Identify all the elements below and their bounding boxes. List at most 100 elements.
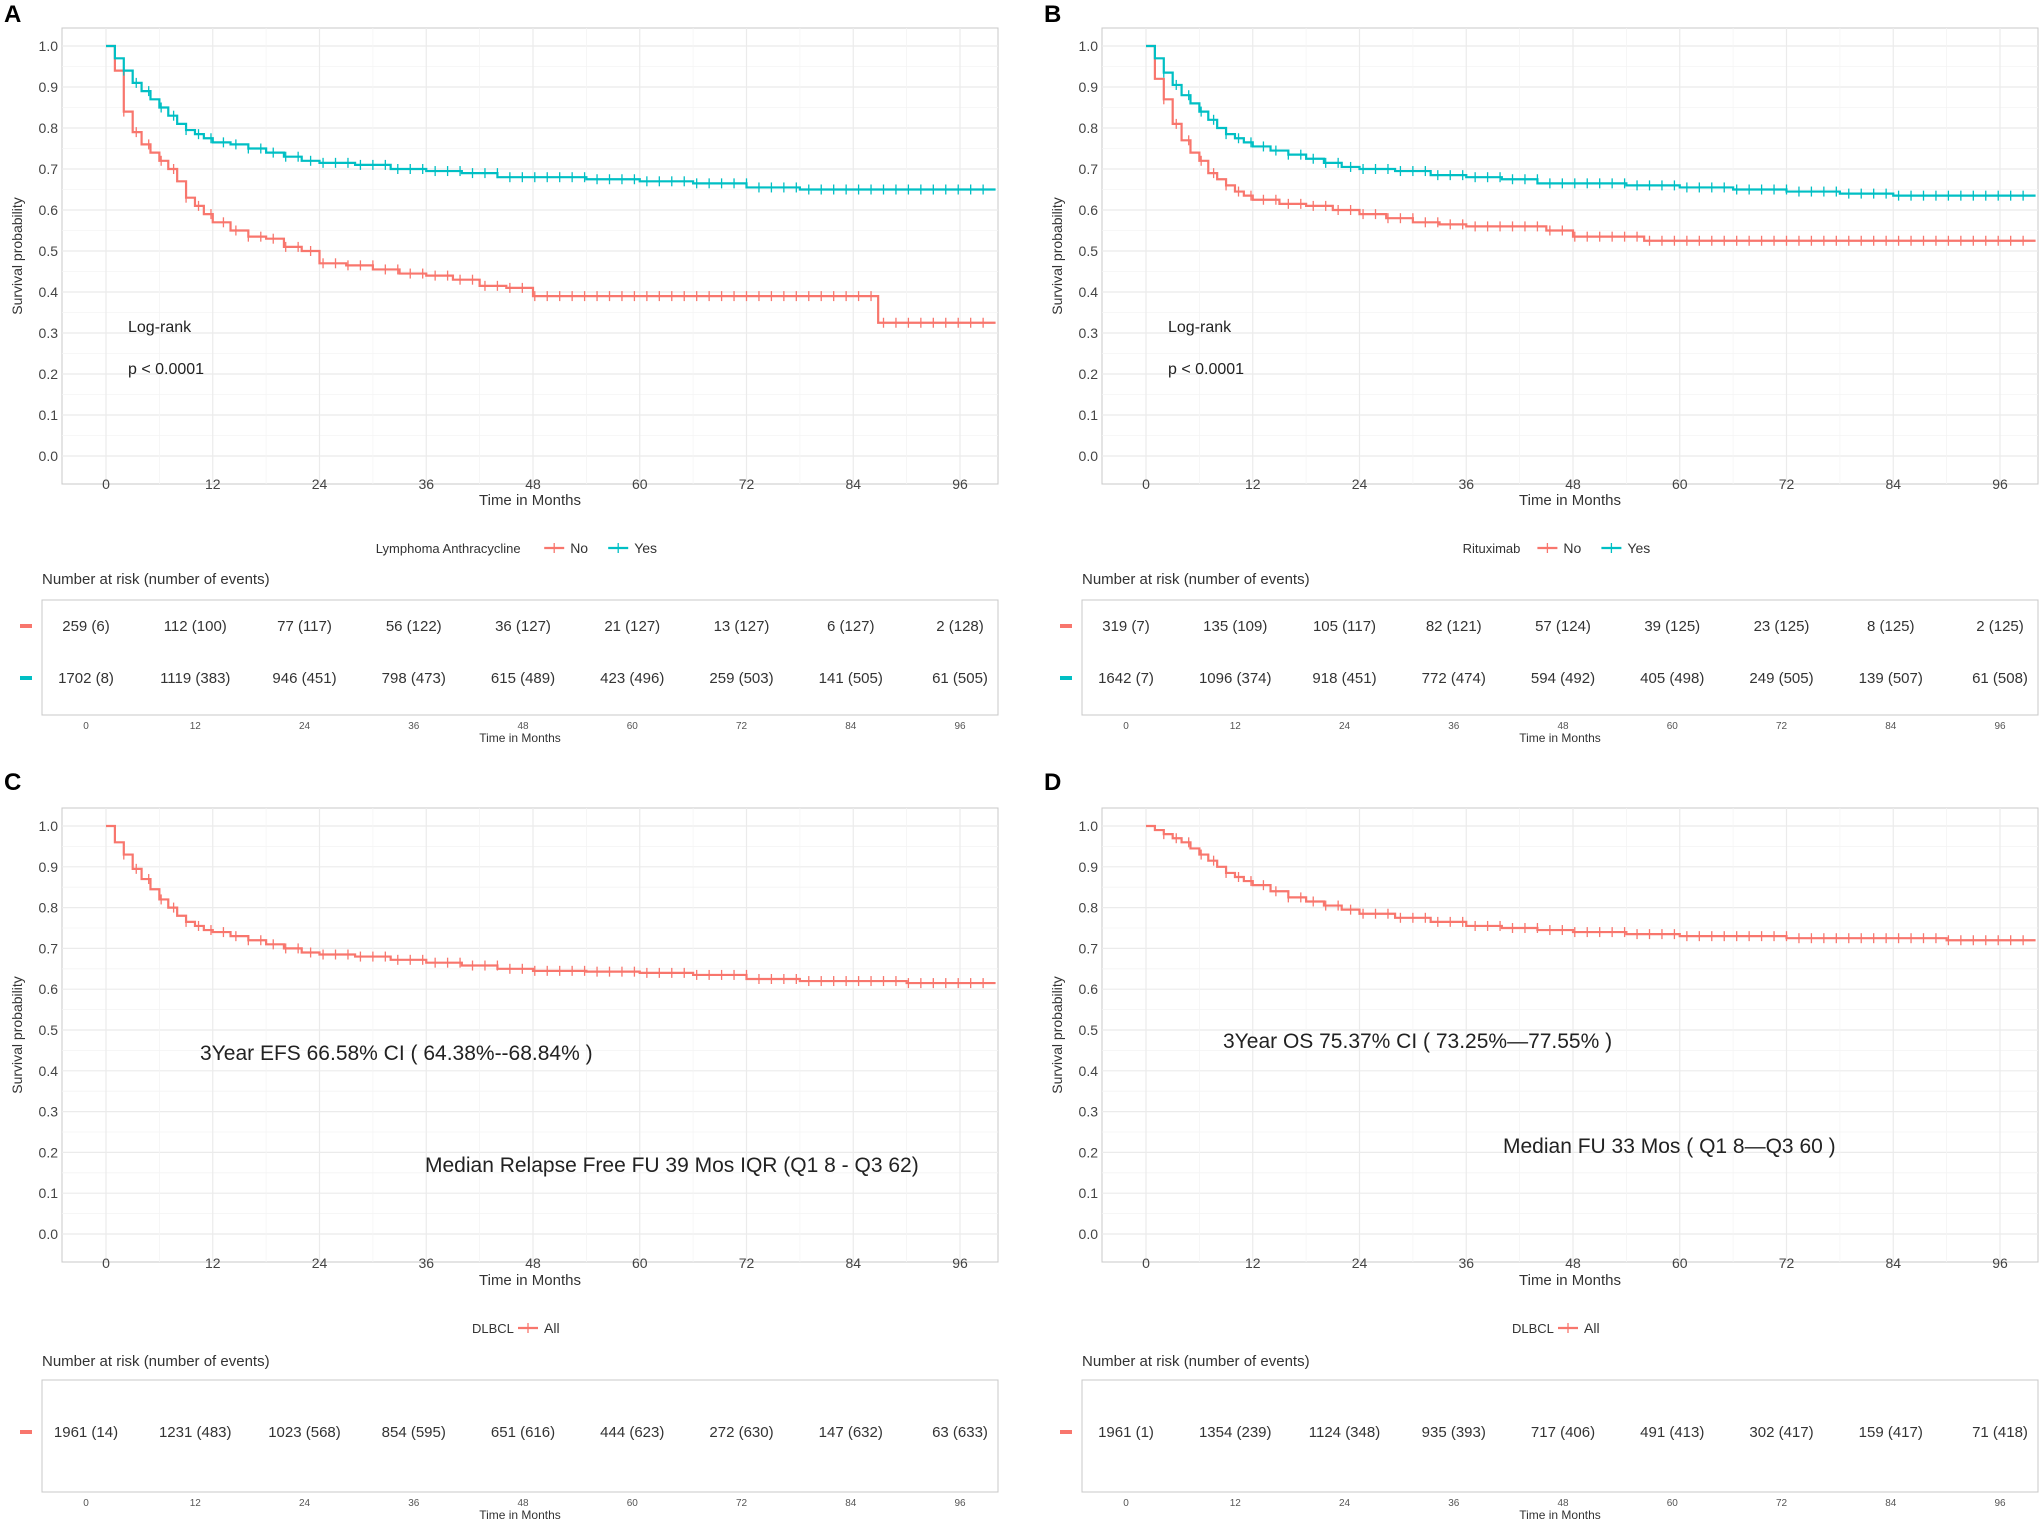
y-tick-label: 0.3 [39,1104,59,1120]
y-tick-label: 1.0 [39,38,59,54]
risk-x-tick-label: 24 [1339,1498,1351,1509]
x-tick-label: 0 [1142,476,1150,492]
y-tick-label: 0.2 [39,366,59,382]
x-tick-label: 24 [312,476,328,492]
y-tick-label: 0.8 [1079,120,1099,136]
y-axis-label: Survival probability [1049,976,1065,1094]
risk-x-tick-label: 84 [1885,1498,1897,1509]
risk-cell: 772 (474) [1422,670,1486,687]
risk-cell: 139 (507) [1859,670,1923,687]
risk-x-tick-label: 36 [408,721,420,732]
legend-title: Lymphoma Anthracycline [376,541,521,556]
risk-table: 319 (7) 135 (109) 105 (117) 82 (121) 57 (124… [1060,599,2039,716]
risk-cell: 23 (125) [1754,618,1810,635]
risk-cell: 249 (505) [1749,670,1813,687]
panel-letter-a: A [4,1,21,28]
risk-x-tick-label: 0 [83,721,89,732]
risk-x-axis-label: Time in Months [479,731,561,745]
panel-letter-d: D [1044,769,1061,796]
risk-cell: 135 (109) [1203,618,1267,635]
y-tick-label: 1.0 [1079,818,1099,834]
risk-cell: 159 (417) [1859,1424,1923,1441]
legend-label-yes: Yes [634,540,657,556]
y-tick-label: 0.5 [1079,243,1099,259]
risk-cell: 615 (489) [491,670,555,687]
risk-cell: 61 (505) [932,670,988,687]
annotation-text: 3Year OS 75.37% CI ( 73.25%—77.55% ) [1223,1030,1612,1053]
risk-cell: 717 (406) [1531,1424,1595,1441]
risk-cell: 1961 (14) [54,1424,118,1441]
y-tick-label: 0.4 [39,284,59,300]
y-tick-label: 0.6 [1079,202,1099,218]
risk-x-tick-label: 12 [190,1498,202,1509]
risk-x-tick-label: 72 [1776,1498,1788,1509]
risk-x-tick-label: 84 [1885,721,1897,732]
annotation-text: p < 0.0001 [1168,361,1244,378]
legend-title: DLBCL [1512,1321,1554,1336]
annotation-text: p < 0.0001 [128,361,204,378]
panel-d: 0.0 0.1 0.2 0.3 0.4 0.5 0.6 0.7 0.8 0.9 1.0 0 12 24 36… [1049,807,2039,1522]
x-tick-label: 0 [102,476,110,492]
y-axis-label: Survival probability [9,197,25,315]
risk-x-tick-label: 48 [517,721,529,732]
x-tick-label: 60 [1672,476,1688,492]
x-tick-label: 48 [1565,1255,1581,1271]
y-axis-label: Survival probability [1049,197,1065,315]
x-tick-label: 84 [1885,476,1901,492]
risk-x-tick-label: 48 [517,1498,529,1509]
x-tick-label: 48 [525,476,541,492]
risk-x-tick-label: 36 [408,1498,420,1509]
risk-x-tick-label: 0 [1123,721,1129,732]
legend: DLBCL All [1512,1320,1600,1336]
y-tick-label: 0.1 [39,1185,59,1201]
risk-cell: 405 (498) [1640,670,1704,687]
risk-cell: 56 (122) [386,618,442,635]
risk-cell: 112 (100) [164,618,227,635]
y-tick-label: 0.8 [39,900,59,916]
risk-x-tick-label: 48 [1557,1498,1569,1509]
risk-x-axis-label: Time in Months [479,1508,561,1522]
y-tick-label: 1.0 [1079,38,1099,54]
risk-cell: 423 (496) [600,670,664,687]
x-tick-label: 12 [1245,476,1261,492]
risk-cell: 57 (124) [1535,618,1591,635]
x-tick-label: 24 [312,1255,328,1271]
risk-cell: 105 (117) [1313,618,1376,635]
annotation-text: Log-rank [1168,319,1232,336]
y-tick-label: 0.2 [1079,366,1099,382]
series-all [1146,824,2036,946]
risk-x-tick-label: 12 [190,721,202,732]
x-tick-label: 24 [1352,476,1368,492]
risk-table-title: Number at risk (number of events) [1082,1353,1310,1370]
y-tick-label: 0.0 [1079,1226,1099,1242]
survival-curve-yes [106,44,996,191]
survival-curve-yes [1146,44,2036,197]
risk-cell: 259 (6) [62,618,110,635]
series-yes [1146,44,2036,201]
series-yes [106,44,996,195]
x-axis-label: Time in Months [1519,1272,1621,1289]
legend-label-yes: Yes [1627,540,1650,556]
risk-cell: 444 (623) [600,1424,664,1441]
risk-cell: 854 (595) [382,1424,446,1441]
survival-curve-no [1146,44,2036,242]
legend: Lymphoma Anthracycline No Yes [376,540,657,556]
x-tick-label: 12 [1245,1255,1261,1271]
x-tick-label: 72 [1779,476,1795,492]
risk-cell: 259 (503) [709,670,773,687]
x-tick-label: 84 [845,476,861,492]
risk-x-tick-label: 12 [1230,721,1242,732]
x-tick-label: 48 [1565,476,1581,492]
y-tick-label: 0.7 [39,940,59,956]
y-tick-label: 0.5 [39,243,59,259]
x-tick-label: 60 [632,476,648,492]
risk-cell: 82 (121) [1426,618,1482,635]
series-no [1146,44,2036,246]
y-axis-label: Survival probability [9,976,25,1094]
risk-x-tick-label: 72 [736,721,748,732]
x-tick-label: 36 [1458,476,1474,492]
plot-panel [1101,27,2039,485]
risk-cell: 2 (125) [1976,618,2024,635]
risk-cell: 77 (117) [277,618,332,635]
